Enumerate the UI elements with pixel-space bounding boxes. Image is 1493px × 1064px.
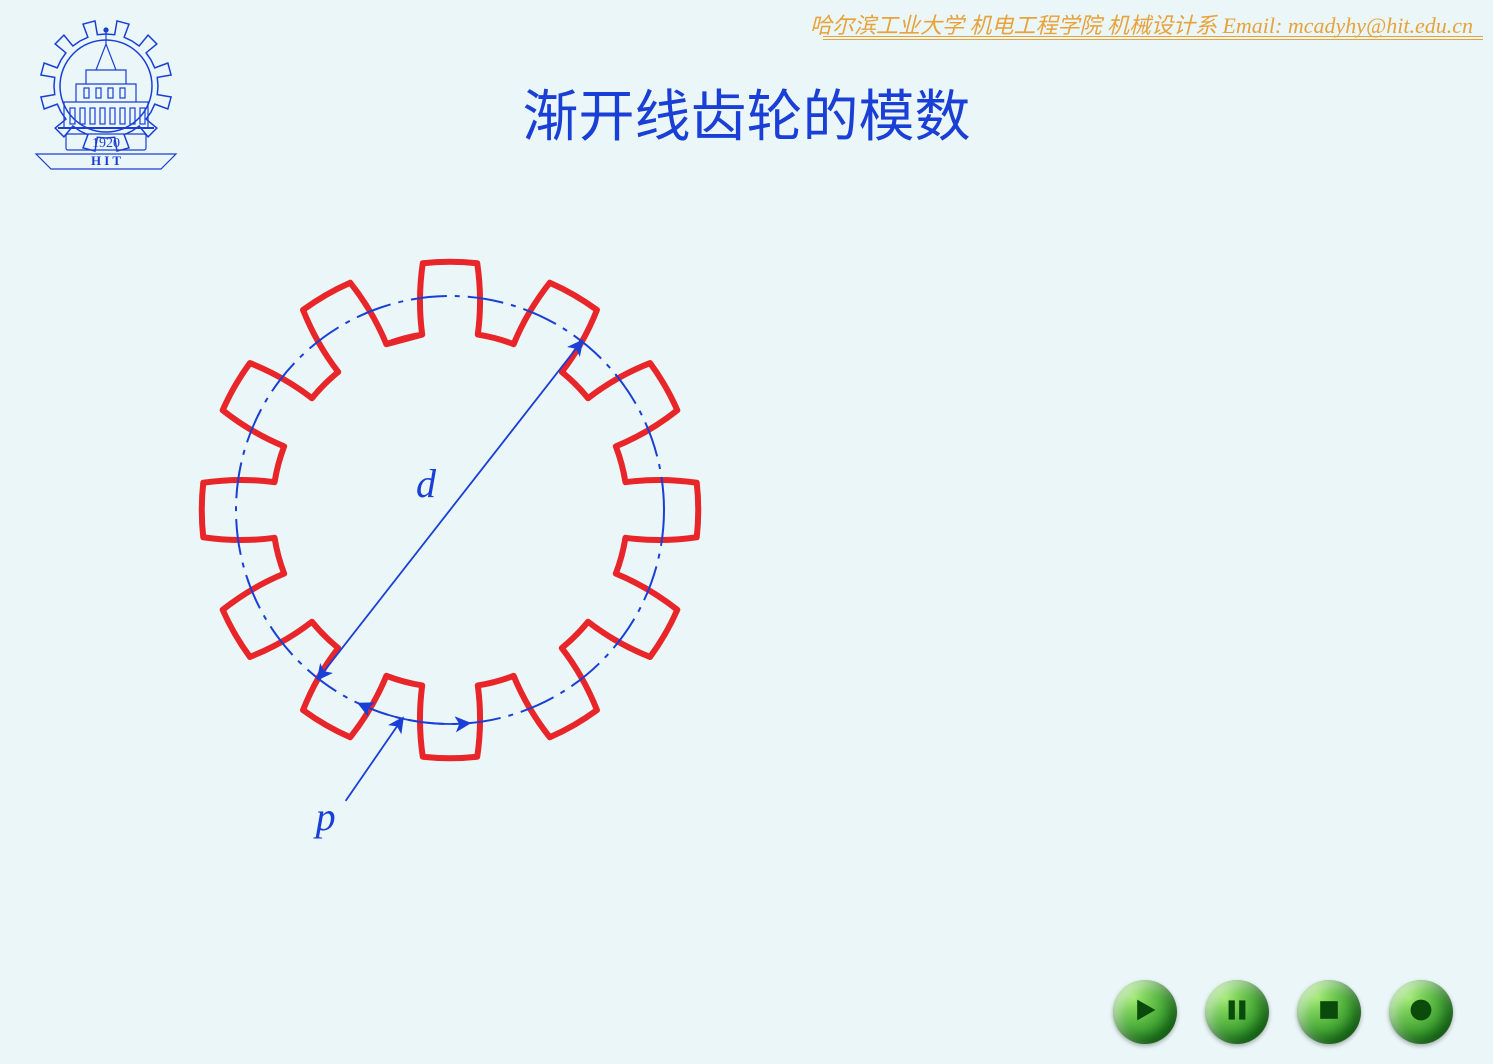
gear-diagram: d p bbox=[140, 200, 760, 885]
record-button[interactable] bbox=[1389, 980, 1453, 1044]
stop-button[interactable] bbox=[1297, 980, 1361, 1044]
pause-button[interactable] bbox=[1205, 980, 1269, 1044]
stop-icon bbox=[1318, 999, 1340, 1026]
play-icon bbox=[1132, 997, 1158, 1028]
diameter-label: d bbox=[416, 460, 436, 507]
record-icon bbox=[1408, 997, 1434, 1028]
header-rule bbox=[823, 36, 1483, 40]
playback-controls bbox=[1113, 980, 1453, 1044]
slide-root: 哈尔滨工业大学 机电工程学院 机械设计系 Email: mcadyhy@hit.… bbox=[0, 0, 1493, 1064]
play-button[interactable] bbox=[1113, 980, 1177, 1044]
pitch-label: p bbox=[316, 793, 336, 840]
slide-title: 渐开线齿轮的模数 bbox=[0, 72, 1493, 153]
logo-letters: H I T bbox=[91, 153, 121, 168]
pause-icon bbox=[1225, 998, 1249, 1027]
